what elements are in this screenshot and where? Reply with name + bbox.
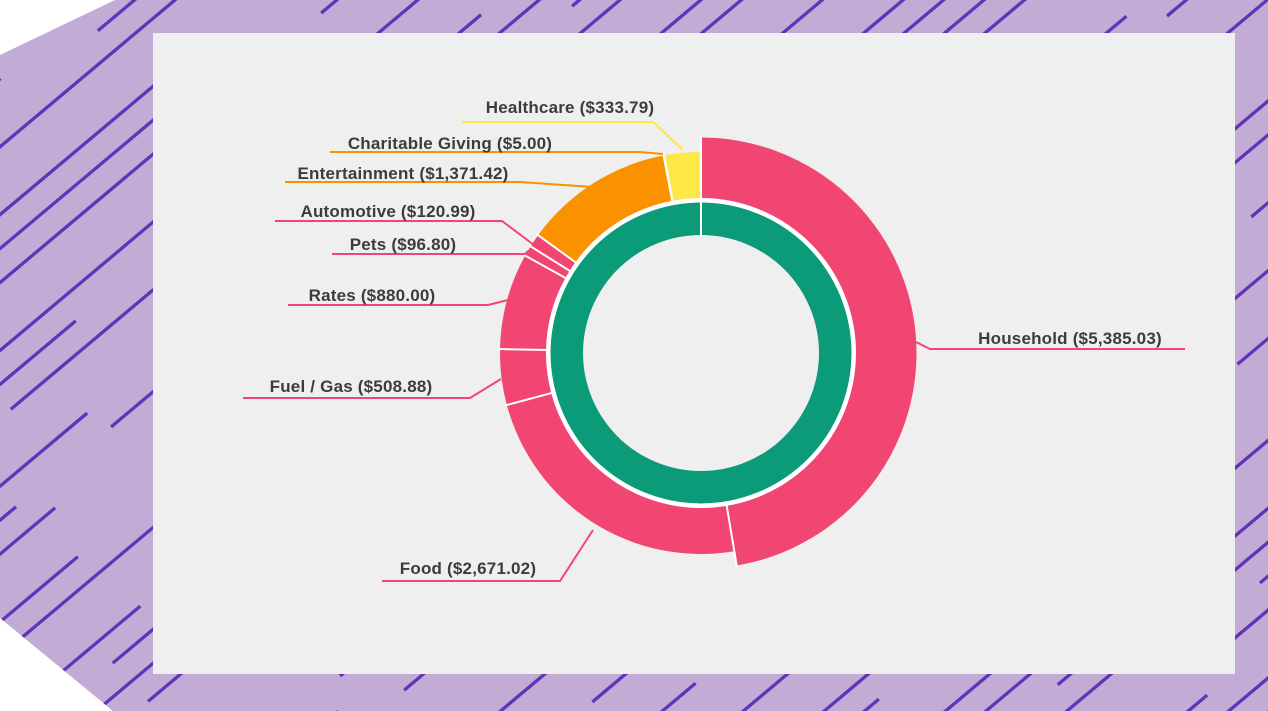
label-connector-household: [915, 341, 1185, 350]
label-connector-entertainment: [285, 181, 594, 188]
label-connector-fuel-gas: [243, 378, 502, 399]
label-connector-pets: [332, 250, 529, 255]
slice-fuel-gas[interactable]: Fuel / Gas: [500, 349, 552, 405]
donut-chart: HouseholdFoodFuel / GasRatesPetsAutomoti…: [243, 98, 1185, 582]
slice-seam: [725, 504, 739, 568]
inner-ring-all-expenses[interactable]: [550, 202, 852, 504]
slice-automotive[interactable]: Automotive: [530, 235, 576, 271]
label-connector-rates: [288, 299, 509, 306]
slice-household[interactable]: Household: [701, 137, 917, 566]
slice-label-household: Household ($5,385.03): [978, 329, 1162, 348]
slice-label-entertainment: Entertainment ($1,371.42): [298, 164, 509, 183]
slice-pets[interactable]: Pets: [525, 246, 570, 278]
slice-seam: [522, 253, 568, 280]
slice-label-fuel-gas: Fuel / Gas ($508.88): [270, 377, 433, 396]
slice-seam: [662, 153, 674, 203]
slice-label-healthcare: Healthcare ($333.79): [486, 98, 654, 117]
slice-entertainment[interactable]: Entertainment: [538, 155, 673, 263]
slice-healthcare[interactable]: Healthcare: [664, 152, 701, 201]
slice-rates[interactable]: Rates: [500, 255, 566, 350]
label-connector-healthcare: [462, 121, 684, 151]
label-connector-food: [382, 529, 594, 582]
label-connector-charitable-giving: [330, 151, 664, 155]
slice-seam: [504, 391, 553, 407]
slice-seam: [498, 348, 548, 352]
ring-gap: [546, 198, 856, 508]
slice-food[interactable]: Food: [506, 393, 735, 555]
slice-label-charitable-giving: Charitable Giving ($5.00): [348, 134, 552, 153]
chart-panel: HouseholdFoodFuel / GasRatesPetsAutomoti…: [153, 33, 1235, 674]
label-connector-automotive: [275, 220, 539, 249]
slice-seam: [535, 233, 578, 264]
slice-label-pets: Pets ($96.80): [350, 235, 457, 254]
slice-label-food: Food ($2,671.02): [400, 559, 536, 578]
slice-seam: [528, 244, 572, 273]
slice-label-rates: Rates ($880.00): [309, 286, 436, 305]
slice-label-automotive: Automotive ($120.99): [301, 202, 476, 221]
